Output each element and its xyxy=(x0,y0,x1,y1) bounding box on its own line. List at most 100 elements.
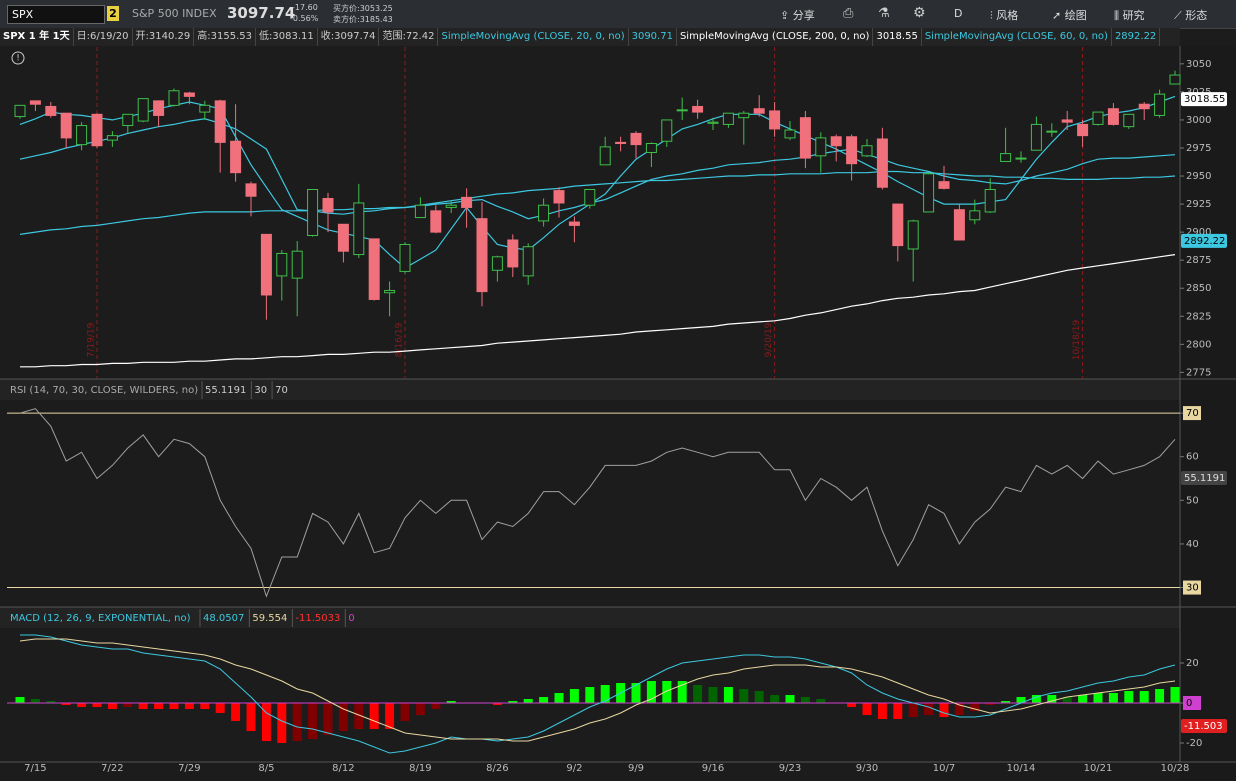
moving-average xyxy=(19,95,1176,269)
moving-average xyxy=(19,118,1176,220)
ask: 卖方价:3185.43 xyxy=(333,15,393,24)
info-bar: SPX 1 年 1天 日:6/19/20 开:3140.29 高:3155.53… xyxy=(0,28,1180,46)
candle-body xyxy=(815,137,827,157)
histogram-bar xyxy=(1139,691,1149,703)
candle-body xyxy=(476,218,488,293)
histogram-bar xyxy=(693,685,703,703)
y-tick-box xyxy=(1183,580,1201,595)
y-tick-label: 2825 xyxy=(1186,311,1211,322)
y-tick-label: -20 xyxy=(1186,738,1202,749)
histogram-bar xyxy=(338,703,348,731)
axis-area xyxy=(1180,46,1236,781)
candle-body xyxy=(122,113,134,127)
study-title: MACD (12, 26, 9, EXPONENTIAL, no) xyxy=(10,613,191,624)
candle-body xyxy=(907,220,919,250)
candle-body xyxy=(322,197,334,213)
candle-body xyxy=(1077,123,1089,137)
candle-body xyxy=(615,141,627,144)
study-value: 3018.55 xyxy=(873,28,922,46)
candle-body xyxy=(568,221,580,226)
study-value: -11.5033 xyxy=(295,613,340,624)
candle-body xyxy=(599,146,611,166)
candle-body xyxy=(892,203,904,247)
y-tick-label: 3025 xyxy=(1186,87,1211,98)
icon-button[interactable]: ⚗ xyxy=(878,6,890,21)
candle-body xyxy=(953,209,965,241)
candle-body xyxy=(1092,111,1104,125)
histogram-bar xyxy=(1016,697,1026,703)
candle-body xyxy=(353,202,365,256)
study-value: 3090.71 xyxy=(629,28,677,46)
button[interactable]: ⫼ 研究 xyxy=(1114,9,1145,22)
histogram-bar xyxy=(385,703,395,729)
histogram-bar xyxy=(77,703,87,707)
link-badge[interactable]: 2 xyxy=(107,6,119,21)
icon-button[interactable]: ⚙ xyxy=(913,5,926,21)
candle-body xyxy=(291,250,303,279)
histogram-bar xyxy=(1108,693,1118,703)
button[interactable]: ⟋ 形态 xyxy=(1174,9,1208,22)
info-high: 高:3155.53 xyxy=(194,28,256,46)
candle-body xyxy=(984,188,996,213)
candle-body xyxy=(707,121,719,124)
y-tick-label: 2850 xyxy=(1186,283,1211,294)
info-close: 收:3097.74 xyxy=(318,28,380,46)
info-symbol: SPX 1 年 1天 xyxy=(0,28,74,46)
study-value: 59.554 xyxy=(252,613,287,624)
histogram-bar xyxy=(770,695,780,703)
candle-body xyxy=(738,112,750,119)
date-marker-label: 8/16/19 xyxy=(395,322,405,357)
button[interactable]: D xyxy=(954,7,963,20)
histogram-bar xyxy=(539,697,549,703)
candle-body xyxy=(861,145,873,157)
x-tick-label: 8/26 xyxy=(486,763,508,774)
candle-body xyxy=(1000,153,1012,162)
histogram-bar xyxy=(924,703,934,715)
study-value: 0 xyxy=(348,613,354,624)
histogram-bar xyxy=(1062,697,1072,703)
moving-average xyxy=(20,254,1176,368)
y-tick-label: 30 xyxy=(1186,583,1199,594)
candle-body xyxy=(722,112,734,125)
symbol-name: S&P 500 INDEX xyxy=(132,7,217,20)
x-tick-label: 9/23 xyxy=(779,763,801,774)
y-tick-label: 2975 xyxy=(1186,143,1211,154)
info-open: 开:3140.29 xyxy=(133,28,195,46)
histogram-bar xyxy=(754,691,764,703)
button[interactable]: ➚ 绘图 xyxy=(1052,9,1087,22)
candle-body xyxy=(645,142,657,153)
candle-body xyxy=(1123,113,1135,128)
value-label: 3018.55 xyxy=(1184,94,1225,105)
histogram-bar xyxy=(600,685,610,703)
candle-body xyxy=(630,132,642,146)
candle-body xyxy=(183,92,195,97)
icon-button[interactable]: ⎙ xyxy=(843,6,854,21)
y-tick-label: 50 xyxy=(1186,495,1199,506)
button[interactable]: ⇪ 分享 xyxy=(780,9,815,22)
y-tick-box xyxy=(1183,406,1201,421)
histogram-bar xyxy=(739,689,749,703)
histogram-bar xyxy=(877,703,887,719)
histogram-bar xyxy=(431,703,441,709)
alert-icon-mark: ! xyxy=(16,54,20,64)
x-tick-label: 10/21 xyxy=(1084,763,1113,774)
change-pct: -0.56% xyxy=(290,14,319,23)
value-label-box xyxy=(1181,92,1227,107)
candle-body xyxy=(830,136,842,147)
histogram-bar xyxy=(1093,693,1103,703)
symbol-input[interactable]: SPX xyxy=(7,5,105,24)
candle-body xyxy=(1154,93,1166,116)
candle-body xyxy=(430,210,442,233)
histogram-bar xyxy=(15,697,25,703)
candle-body xyxy=(260,233,272,296)
histogram-bar xyxy=(1047,695,1057,703)
button[interactable]: ⫶ 风格 xyxy=(990,9,1019,22)
histogram-bar xyxy=(816,699,826,703)
date-marker-label: 10/18/19 xyxy=(1072,320,1082,361)
candle-body xyxy=(445,204,457,208)
histogram-bar xyxy=(292,703,302,741)
macd-line xyxy=(20,634,1176,754)
candle-body xyxy=(60,112,72,139)
candle-body xyxy=(753,108,765,114)
